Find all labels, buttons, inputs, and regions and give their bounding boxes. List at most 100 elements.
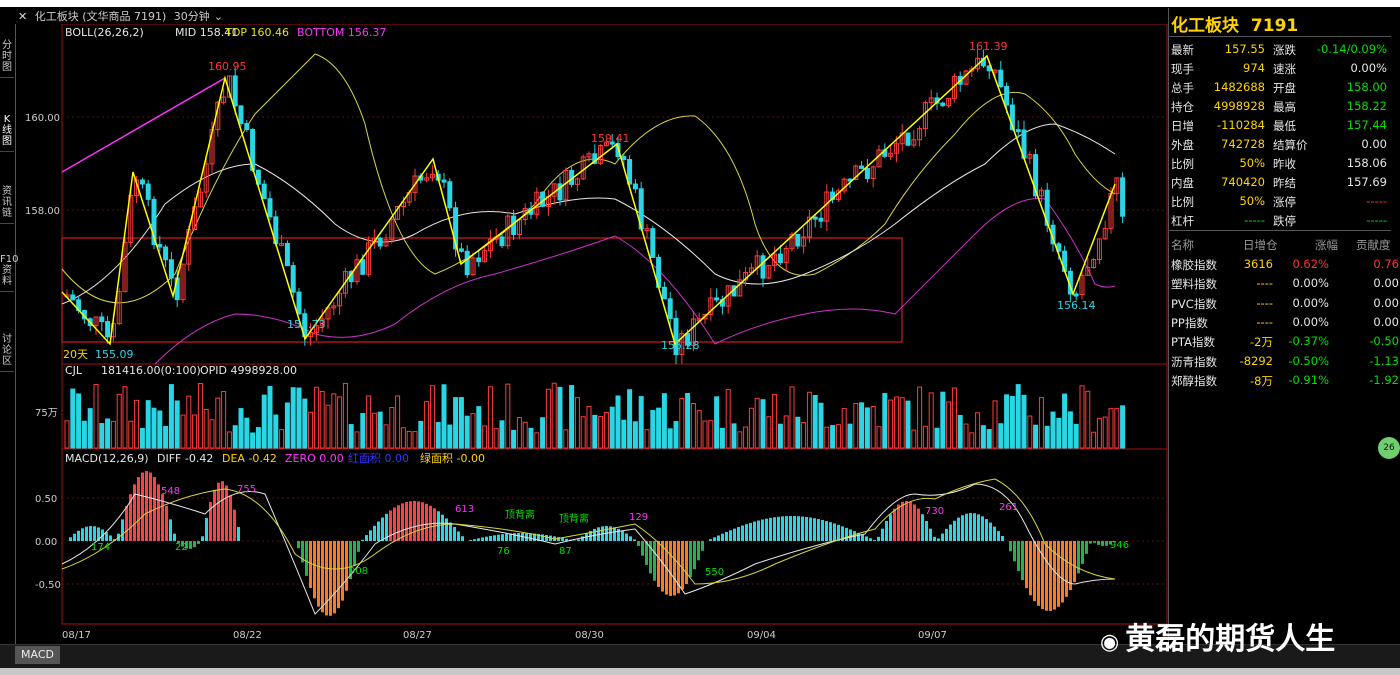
quote-value: 0.00 [1361, 137, 1387, 151]
candle [818, 217, 824, 222]
volume-bar [313, 386, 319, 449]
volume-bar [1114, 407, 1120, 449]
candle [157, 244, 163, 248]
volume-bar [917, 386, 923, 449]
quote-label: 开盘 [1273, 81, 1296, 95]
period-selector[interactable]: 30分钟 ⌄ [173, 10, 224, 23]
indicator-tab-macd[interactable]: MACD [15, 646, 60, 664]
rail-tab-kline[interactable]: K线图 [0, 110, 14, 152]
component-increase: 3616 [1243, 257, 1273, 271]
candle [940, 102, 946, 107]
candle [1038, 189, 1044, 197]
macd-bar [185, 541, 188, 549]
component-increase: -8万 [1250, 373, 1273, 388]
volume-bar [209, 419, 215, 449]
candle [383, 239, 389, 247]
macd-bar [917, 508, 920, 541]
macd-bar [997, 531, 1000, 541]
macd-red-area: 红面积 0.00 [348, 452, 409, 465]
volume-bar [180, 414, 186, 449]
notification-badge[interactable]: 26 [1378, 437, 1400, 459]
kline-chart-area[interactable]: BOLL(26,26,2) MID 158.41 TOP 160.46 BOTT… [15, 24, 1168, 644]
macd-bar [1109, 541, 1112, 545]
component-row[interactable]: PVC指数 ---- 0.00% 0.00 [1169, 294, 1399, 313]
component-row[interactable]: PTA指数 -2万 -0.37% -0.50 [1169, 332, 1399, 351]
macd-bar [761, 519, 764, 541]
macd-bar [205, 518, 208, 541]
candle [505, 215, 511, 247]
volume-bar [70, 388, 76, 449]
quote-value: 50% [1239, 194, 1265, 208]
title-bar: ✕ 化工板块 (文华商品 7191) 30分钟 ⌄ [18, 8, 231, 24]
macd-bar [973, 513, 976, 541]
macd-bar [449, 522, 452, 541]
candle [661, 286, 667, 300]
volume-bar [685, 392, 691, 449]
macd-bar [321, 541, 324, 613]
macd-annot-129: 129 [629, 512, 648, 523]
macd-bar [941, 533, 944, 541]
opid-label: OPID 4998928.00 [200, 364, 297, 377]
macd-bar [533, 533, 536, 541]
volume-bar [557, 386, 563, 449]
macd-bar [1085, 541, 1088, 554]
volume-bar [418, 420, 424, 449]
instrument-header: 化工板块 7191 [1171, 11, 1298, 36]
component-contrib: 0.00 [1373, 314, 1399, 329]
volume-bar [644, 429, 650, 449]
candle [766, 264, 772, 279]
macd-bar [81, 528, 84, 541]
macd-bar [801, 516, 804, 541]
volume-bar [818, 402, 824, 449]
macd-bar [681, 541, 684, 590]
volume-bar [766, 416, 772, 449]
volume-bar [795, 416, 801, 449]
macd-bar [677, 541, 680, 594]
volume-bar [1027, 415, 1033, 449]
component-row[interactable]: 沥青指数 -8292 -0.50% -1.13 [1169, 352, 1399, 371]
volume-bar [696, 410, 702, 449]
quote-value: 740420 [1221, 175, 1265, 189]
volume-bar [760, 399, 766, 449]
component-row[interactable]: 塑料指数 ---- 0.00% 0.00 [1169, 274, 1399, 293]
volume-bar [441, 384, 447, 449]
volume-bar [64, 420, 70, 449]
macd-bar [1093, 541, 1096, 543]
volume-bar [1102, 416, 1108, 449]
macd-bar [365, 535, 368, 541]
quote-label: 杠杆 [1171, 214, 1194, 228]
candle [128, 195, 134, 243]
component-row[interactable]: 郑醇指数 -8万 -0.91% -1.92 [1169, 371, 1399, 390]
rail-tab-f10[interactable]: F10资料 [0, 250, 18, 292]
macd-bar [489, 535, 492, 541]
candle [105, 321, 111, 338]
component-row[interactable]: 橡胶指数 3616 0.62% 0.76 [1169, 255, 1399, 274]
macd-bar [233, 509, 236, 541]
quote-label: 结算价 [1273, 138, 1308, 152]
close-icon[interactable]: ✕ [18, 10, 28, 23]
macd-bar [653, 541, 656, 581]
volume-bar [1108, 408, 1114, 449]
component-row[interactable]: PP指数 ---- 0.00% 0.00 [1169, 313, 1399, 332]
macd-bar [165, 506, 168, 541]
candle [609, 141, 615, 145]
macd-annot-261: 261 [999, 502, 1018, 513]
macd-bar [697, 541, 700, 561]
macd-bar [1057, 541, 1060, 607]
candle [795, 233, 801, 247]
macd-bar [445, 518, 448, 541]
candle [180, 263, 186, 301]
macd-bar [1013, 541, 1016, 562]
rail-tab-news[interactable]: 资讯链 [0, 182, 14, 224]
candle [1079, 274, 1085, 296]
volume-bar [1009, 395, 1015, 449]
rail-tab-timeshare[interactable]: 分时图 [0, 36, 14, 78]
macd-bar [89, 526, 92, 541]
left-rail: 分时图 K线图 资讯链 F10资料 讨论区 [0, 24, 18, 644]
macd-annot-divergence-1: 顶背离 [505, 508, 535, 521]
rail-tab-discussion[interactable]: 讨论区 [0, 330, 14, 372]
macd-bar [777, 516, 780, 541]
volume-bar [1021, 394, 1027, 449]
trend-zigzag [61, 54, 1116, 346]
macd-bar [757, 520, 760, 541]
